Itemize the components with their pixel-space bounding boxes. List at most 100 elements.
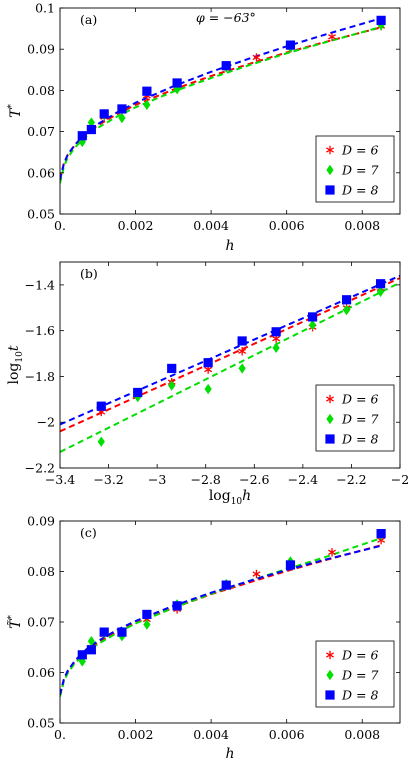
panel-c: 0. 0.002 0.004 0.006 0.008 0.05 0.06 0.07 0.08 0.… — [6, 514, 401, 762]
fit-line-D7 — [60, 281, 400, 453]
data-point — [142, 609, 152, 620]
data-point — [328, 32, 336, 42]
data-point — [271, 327, 281, 337]
data-point — [341, 295, 352, 305]
fit-lines — [60, 537, 382, 697]
x-tick-label: 0.006 — [269, 727, 305, 742]
data-point — [168, 380, 176, 391]
data-point — [342, 304, 351, 316]
y-axis-title: log10t — [6, 345, 25, 384]
legend-marker-D7 — [326, 413, 334, 425]
x-tick-label: −3.4 — [45, 472, 75, 487]
series-D8 — [96, 279, 386, 411]
legend-marker-D8 — [325, 185, 335, 195]
legend-label-D8: D = 8 — [341, 688, 378, 703]
x-tick-label: 0. — [54, 218, 66, 233]
data-point — [167, 363, 177, 374]
data-point — [238, 363, 246, 374]
y-tick-label: 0.09 — [27, 514, 55, 529]
legend-marker-D7 — [326, 164, 334, 176]
data-point — [77, 650, 87, 660]
x-tick-label: −3 — [148, 472, 166, 487]
data-point — [77, 131, 87, 141]
x-tick-label: 0.008 — [344, 727, 380, 742]
x-axis-title: log10h — [209, 488, 251, 507]
y-tick-label: 0.08 — [27, 564, 55, 579]
y-tick-label: −1.8 — [25, 369, 55, 384]
plot-frame — [59, 7, 401, 215]
x-tick-label: 0. — [54, 727, 66, 742]
data-point — [142, 86, 152, 96]
data-point — [375, 279, 386, 289]
panel-label: (c) — [80, 525, 97, 540]
x-tick-label: −2.8 — [191, 472, 221, 487]
data-point — [172, 601, 182, 611]
panel-b: −3.4 −3.2 −3 −2.8 −2.6 −2.4 −2.2 −2 −2.2 −2 −1.8 −1… — [6, 261, 409, 507]
fit-line-D8 — [60, 544, 382, 695]
series-D8 — [77, 15, 386, 141]
x-tick-label: −2.4 — [288, 472, 318, 487]
legend-label-D7: D = 7 — [341, 163, 378, 178]
legend-label-D6: D = 6 — [341, 143, 378, 158]
legend-marker-D6 — [326, 145, 334, 155]
data-point — [203, 358, 213, 368]
data-point — [221, 580, 231, 590]
data-point — [308, 319, 317, 331]
y-tick-label: −1.6 — [25, 323, 55, 338]
data-point — [143, 619, 151, 630]
y-tick-label: 0.08 — [27, 83, 55, 98]
series-D8 — [77, 529, 386, 660]
panel-label: (b) — [80, 266, 98, 281]
data-point — [221, 61, 231, 71]
y-tick-label: 0.06 — [27, 165, 55, 180]
data-point — [118, 112, 126, 124]
legend: D = 6 D = 7 D = 8 — [315, 135, 395, 203]
data-point — [172, 78, 182, 88]
y-tick-label: −1.4 — [25, 277, 55, 292]
legend-marker-D8 — [325, 690, 335, 700]
legend-label-D8: D = 8 — [341, 432, 378, 447]
data-point — [97, 436, 105, 447]
x-tick-label: 0.002 — [118, 727, 154, 742]
legend-label-D7: D = 7 — [341, 412, 378, 427]
data-point — [86, 124, 96, 135]
data-point — [237, 336, 247, 346]
x-axis-title: h — [225, 746, 234, 762]
legend: D = 6 D = 7 D = 8 — [315, 384, 395, 452]
y-tick-label: −2 — [37, 415, 55, 430]
panel-label: (a) — [80, 12, 97, 27]
legend-marker-D6 — [326, 650, 334, 660]
data-point — [99, 627, 109, 637]
x-tick-label: 0.008 — [344, 218, 380, 233]
data-point — [328, 548, 336, 557]
data-point — [133, 387, 143, 398]
y-tick-label: 0.09 — [27, 42, 55, 57]
legend-label-D6: D = 6 — [341, 648, 378, 663]
y-axis-title: T* — [7, 104, 24, 118]
data-point — [96, 401, 106, 411]
fit-line-D6 — [60, 544, 382, 696]
data-point — [307, 312, 318, 322]
data-point — [377, 20, 385, 31]
x-tick-label: 0.006 — [269, 218, 305, 233]
legend-label-D7: D = 7 — [341, 668, 378, 683]
plot-frame — [59, 261, 401, 469]
data-point — [99, 109, 109, 119]
data-point — [87, 635, 95, 647]
y-tick-label: 0.06 — [27, 665, 55, 680]
data-point — [376, 15, 386, 25]
legend-marker-D8 — [325, 434, 335, 444]
data-point — [376, 529, 386, 539]
y-tick-label: 0.07 — [27, 615, 55, 630]
data-point — [272, 342, 280, 354]
y-tick-label: 0.07 — [27, 124, 55, 139]
x-axis-title: h — [225, 238, 234, 254]
y-tick-label: 0.05 — [27, 207, 55, 222]
x-tick-label: −2 — [391, 472, 409, 487]
phi-annotation: φ = −63° — [196, 10, 256, 25]
x-tick-label: −2.2 — [336, 472, 366, 487]
data-point — [117, 104, 127, 114]
y-tick-label: 0.1 — [35, 1, 55, 16]
data-point — [238, 347, 247, 356]
